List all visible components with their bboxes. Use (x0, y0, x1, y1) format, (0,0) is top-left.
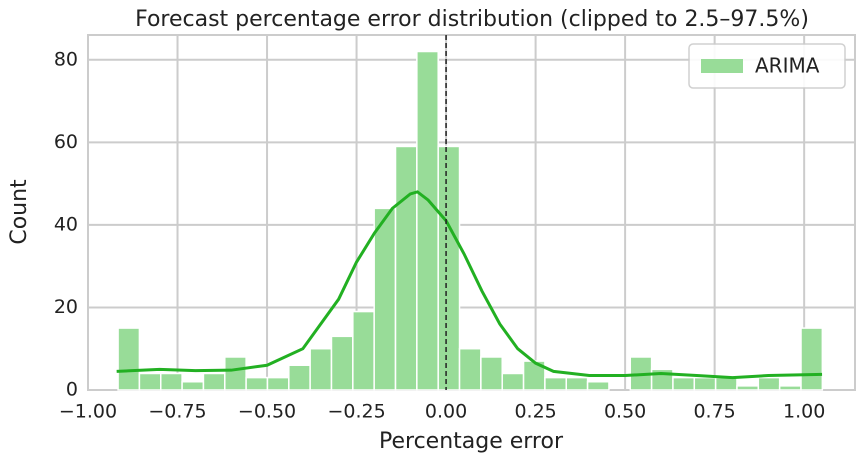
y-tick-label: 40 (54, 213, 78, 235)
bar (586, 380, 610, 391)
bar (544, 376, 567, 391)
bar (437, 145, 461, 391)
bar (501, 372, 525, 391)
bar (373, 207, 397, 391)
x-tick-label: −0.50 (238, 401, 296, 423)
bar (394, 145, 418, 391)
bar (693, 376, 717, 391)
bar (181, 380, 205, 391)
plot-area (87, 34, 856, 391)
bar (800, 327, 824, 391)
y-tick-label: 0 (66, 379, 78, 401)
y-axis-label: Count (7, 179, 32, 245)
x-tick-label: 0.50 (604, 401, 646, 423)
legend-box (688, 43, 846, 89)
x-tick-label: 0.00 (425, 401, 467, 423)
bar (224, 356, 247, 391)
bar (480, 356, 503, 391)
bar (330, 335, 354, 391)
bar (266, 376, 290, 391)
bar (778, 385, 802, 391)
bar (565, 376, 589, 391)
x-tick-label: −0.75 (148, 401, 206, 423)
legend-swatch (701, 59, 743, 73)
x-tick-label: −1.00 (59, 401, 117, 423)
bar (352, 310, 375, 391)
bar (757, 376, 781, 391)
bar (288, 364, 311, 391)
x-axis-label: Percentage error (379, 429, 564, 454)
bar (138, 372, 162, 391)
bar (672, 376, 696, 391)
legend-label: ARIMA (755, 54, 820, 78)
x-tick-label: 0.25 (514, 401, 556, 423)
bar (202, 372, 226, 391)
chart-title: Forecast percentage error distribution (… (135, 7, 809, 32)
bar (117, 327, 141, 391)
x-tick-label: 1.00 (783, 401, 825, 423)
bar (714, 376, 738, 391)
bar (309, 347, 333, 391)
bar (458, 347, 482, 391)
bar (416, 50, 439, 391)
y-tick-label: 60 (54, 131, 78, 153)
bar (160, 372, 183, 391)
x-tick-label: 0.75 (693, 401, 735, 423)
bar (736, 385, 760, 391)
y-tick-label: 80 (54, 48, 78, 70)
bar (245, 376, 269, 391)
y-tick-label: 20 (54, 296, 78, 318)
x-tick-label: −0.25 (327, 401, 385, 423)
